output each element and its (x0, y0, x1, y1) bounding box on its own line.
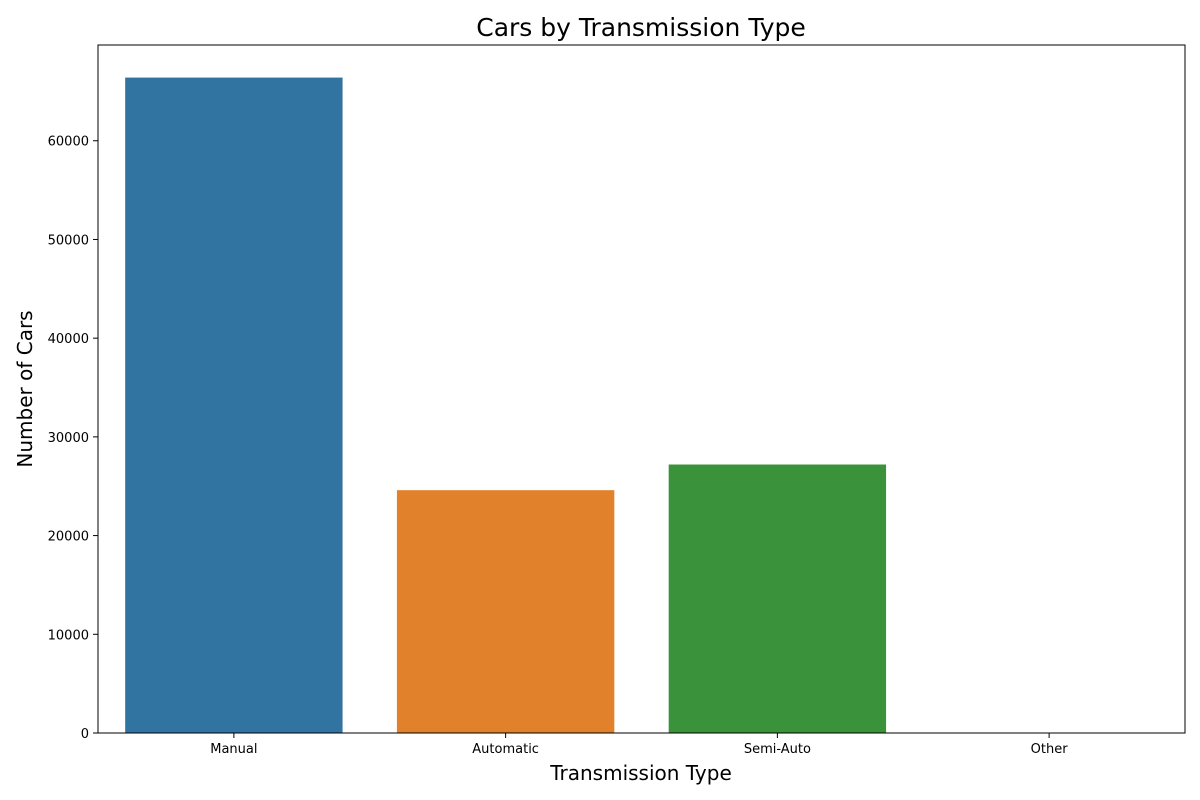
chart-title: Cars by Transmission Type (476, 13, 806, 42)
plot-frame (97, 44, 1186, 734)
x-axis-ticks: Manual Automatic Semi-Auto Other (210, 733, 1068, 757)
x-axis-label: Transmission Type (549, 761, 732, 785)
y-axis-ticks: 0 10000 20000 30000 40000 50000 60000 (48, 135, 98, 742)
x-tick-label: Automatic (472, 742, 539, 757)
y-tick-label: 40000 (48, 332, 89, 347)
y-tick-label: 0 (81, 727, 89, 742)
y-tick-label: 10000 (48, 628, 89, 643)
bar-automatic (396, 490, 615, 733)
x-tick-label: Other (1031, 742, 1069, 757)
bars-group (125, 77, 1158, 733)
bar-manual (125, 77, 343, 733)
y-tick-label: 20000 (48, 530, 89, 545)
x-tick-label: Manual (210, 742, 257, 757)
y-tick-label: 30000 (48, 431, 89, 446)
x-tick-label: Semi-Auto (744, 742, 811, 757)
y-tick-label: 50000 (48, 233, 89, 248)
y-axis-label: Number of Cars (13, 310, 37, 467)
bar-semi-auto (668, 464, 887, 733)
y-tick-label: 60000 (48, 135, 89, 150)
